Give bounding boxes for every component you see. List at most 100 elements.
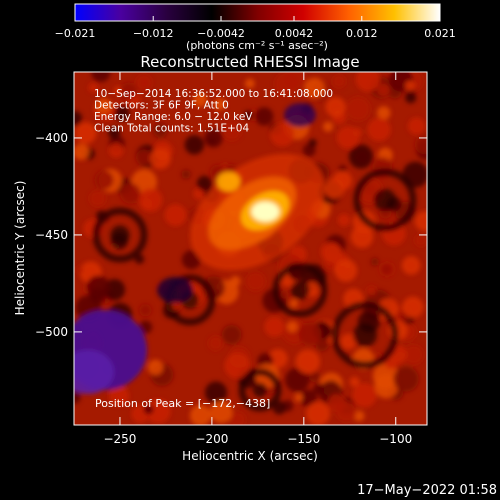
heatmap-blob — [196, 175, 212, 191]
heatmap-blob — [337, 213, 351, 227]
heatmap-blob — [327, 394, 346, 413]
heatmap-blob — [204, 381, 228, 404]
heatmap-blob — [243, 110, 254, 120]
heatmap-blob — [414, 211, 427, 232]
heatmap-blob — [135, 149, 152, 166]
heatmap-blob — [221, 120, 242, 141]
heatmap-blob — [295, 349, 320, 374]
heatmap-blob — [189, 404, 212, 425]
heatmap-blob — [403, 344, 424, 365]
heatmap-blob — [345, 96, 371, 122]
heatmap-ring — [92, 207, 148, 263]
heatmap-blob — [108, 385, 129, 406]
heatmap-blob — [221, 324, 242, 345]
heatmap-ring — [331, 301, 399, 369]
heatmap-blob — [286, 321, 298, 333]
heatmap-blob — [138, 188, 163, 212]
heatmap-blob — [229, 411, 246, 425]
heatmap-blob — [245, 271, 266, 292]
heatmap-blob — [336, 126, 360, 149]
plot-frame — [73, 71, 428, 426]
heatmap-blob — [207, 136, 216, 146]
heatmap-blob — [75, 265, 84, 274]
heatmap-blob — [340, 333, 357, 350]
colorbar-tick-label: −0.021 — [55, 27, 96, 40]
heatmap-ring-core — [373, 188, 397, 212]
heatmap-blob — [299, 389, 318, 407]
heatmap-blob — [224, 353, 251, 379]
heatmap-blob — [145, 398, 171, 424]
colorbar-units-label: (photons cm⁻² s⁻¹ asec⁻²) — [186, 39, 328, 52]
heatmap-blob — [332, 74, 346, 88]
heatmap-blob — [208, 335, 223, 351]
heatmap-blob — [74, 143, 90, 160]
heatmap-blob — [149, 148, 171, 170]
heatmap-blob — [164, 204, 187, 226]
heatmap-dark-region — [284, 103, 316, 127]
heatmap-blob — [308, 370, 320, 383]
heatmap-blob — [91, 72, 111, 83]
heatmap-blob — [120, 183, 141, 204]
heatmap-blob — [289, 299, 299, 308]
info-annotations: 10−Sep−2014 16:36:52.000 to 16:41:08.000… — [94, 88, 333, 135]
heatmap-blob — [408, 117, 426, 135]
colorbar-tick-label: −0.0042 — [197, 27, 245, 40]
heatmap-ring — [272, 262, 328, 318]
plot-area — [74, 72, 427, 425]
heatmap-ring — [238, 368, 282, 412]
heatmap-blob — [209, 400, 233, 424]
heatmap-blob — [325, 96, 346, 117]
x-tick-label: −200 — [195, 432, 228, 446]
y-tick-label: −500 — [35, 325, 68, 339]
heatmap-blob — [349, 376, 360, 387]
heatmap-blob — [320, 241, 341, 262]
heatmap-blob — [355, 72, 381, 92]
annotation-line: Detectors: 3F 6F 9F, Att 0 — [94, 100, 229, 112]
heatmap-blob — [147, 359, 164, 375]
heatmap-blob — [376, 106, 391, 120]
heatmap-ring-core — [110, 225, 130, 245]
heatmap-blob — [348, 144, 374, 169]
annotation-line: 10−Sep−2014 16:36:52.000 to 16:41:08.000 — [94, 88, 333, 100]
heatmap-ring-core — [252, 382, 268, 398]
heatmap-blob — [181, 169, 191, 180]
heatmap-blob — [405, 91, 417, 104]
heatmap-blob — [193, 92, 208, 108]
colorbar-tick-label: 0.0042 — [275, 27, 314, 40]
heatmap-blob — [367, 117, 391, 142]
heatmap-blob — [322, 121, 334, 132]
heatmap-blob — [370, 257, 379, 266]
heatmap-blob — [381, 263, 393, 275]
colorbar-gradient — [74, 3, 441, 22]
heatmap-blob — [366, 285, 377, 296]
heatmap-blob — [139, 304, 152, 317]
heatmap-blob — [414, 233, 427, 247]
source-secondary — [216, 171, 241, 192]
heatmap-blob — [114, 105, 130, 121]
heatmap-blob — [304, 77, 326, 99]
heatmap-blob — [402, 296, 424, 318]
heatmap-dark-region — [157, 277, 193, 303]
heatmap-blob — [334, 259, 358, 282]
x-tick-label: −250 — [103, 432, 136, 446]
heatmap-blob — [254, 107, 274, 126]
heatmap-blob — [244, 78, 255, 89]
x-tick-label: −100 — [379, 432, 412, 446]
heatmap-ring-core — [290, 280, 310, 300]
x-axis-label: Heliocentric X (arcsec) — [182, 449, 318, 463]
heatmap-ring-core — [353, 323, 377, 347]
heatmap-blob — [377, 83, 390, 97]
heatmap-blob — [268, 348, 288, 369]
y-tick-label: −400 — [35, 131, 68, 145]
heatmap-blob — [108, 142, 124, 158]
heatmap-image — [74, 72, 427, 425]
heatmap-blob — [352, 382, 377, 408]
heatmap-blob — [264, 316, 285, 337]
heatmap-blob — [74, 110, 83, 127]
heatmap-blob — [372, 363, 399, 389]
heatmap-blob — [294, 393, 304, 402]
heatmap-ring — [353, 168, 417, 232]
heatmap-blob — [393, 366, 419, 392]
heatmap-blob — [414, 134, 427, 155]
